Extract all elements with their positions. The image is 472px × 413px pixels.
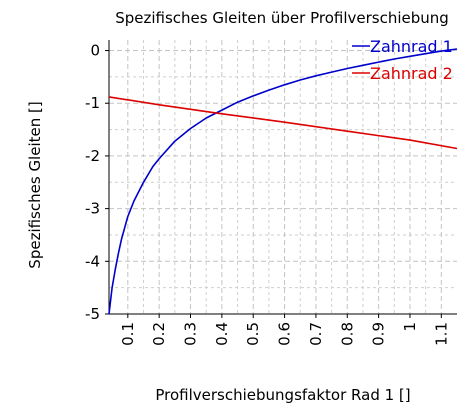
y-tick-label: -5 [85, 305, 100, 323]
x-tick-label: 0.7 [307, 322, 325, 346]
legend-label: Zahnrad 1 [370, 37, 453, 56]
x-tick-label: 0.5 [244, 322, 262, 346]
x-tick-label: 1.1 [432, 322, 450, 346]
y-tick-label: -4 [85, 252, 100, 270]
y-tick-label: 0 [90, 42, 100, 60]
chart-title: Spezifisches Gleiten über Profilverschie… [115, 9, 449, 27]
series-lines [108, 48, 458, 315]
legend: Zahnrad 1 Zahnrad 2 [352, 37, 453, 83]
x-tick-label: 0.9 [370, 322, 388, 346]
y-tick-label: -1 [85, 94, 100, 112]
x-tick-label: 0.1 [119, 322, 137, 346]
x-tick-label: 0.3 [182, 322, 200, 346]
x-tick-label: 0.6 [276, 322, 294, 346]
x-tick-label: 0.4 [213, 322, 231, 346]
x-tick-label: 0.8 [338, 322, 356, 346]
x-tick-label: 1 [401, 322, 419, 332]
x-tick-label: 0.2 [150, 322, 168, 346]
legend-label: Zahnrad 2 [370, 64, 453, 83]
series-line-2 [108, 96, 458, 150]
axes [105, 40, 457, 318]
tick-labels: 0.1 0.2 0.3 0.4 0.5 0.6 0.7 0.8 0.9 1 1.1 0 -1 -2 -3 -4… [85, 42, 450, 346]
y-tick-label: -2 [85, 147, 100, 165]
series-line-1 [108, 48, 458, 315]
y-tick-label: -3 [85, 200, 100, 218]
y-axis-label: Spezifisches Gleiten [] [26, 101, 44, 268]
x-axis-label: Profilverschiebungsfaktor Rad 1 [] [155, 386, 410, 404]
